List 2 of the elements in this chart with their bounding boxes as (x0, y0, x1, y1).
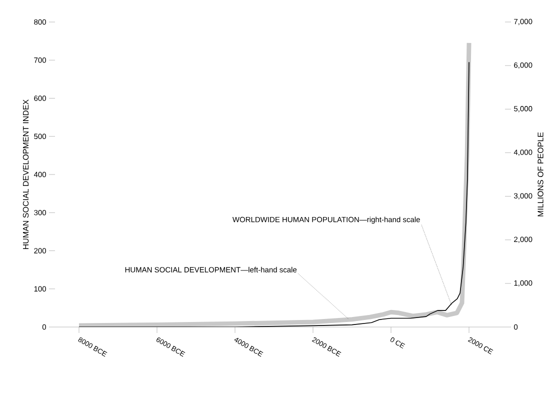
y-axis-title: HUMAN SOCIAL DEVELOPMENT INDEX (22, 100, 29, 249)
y2-axis-title: MILLIONS OF PEOPLE (538, 132, 544, 216)
